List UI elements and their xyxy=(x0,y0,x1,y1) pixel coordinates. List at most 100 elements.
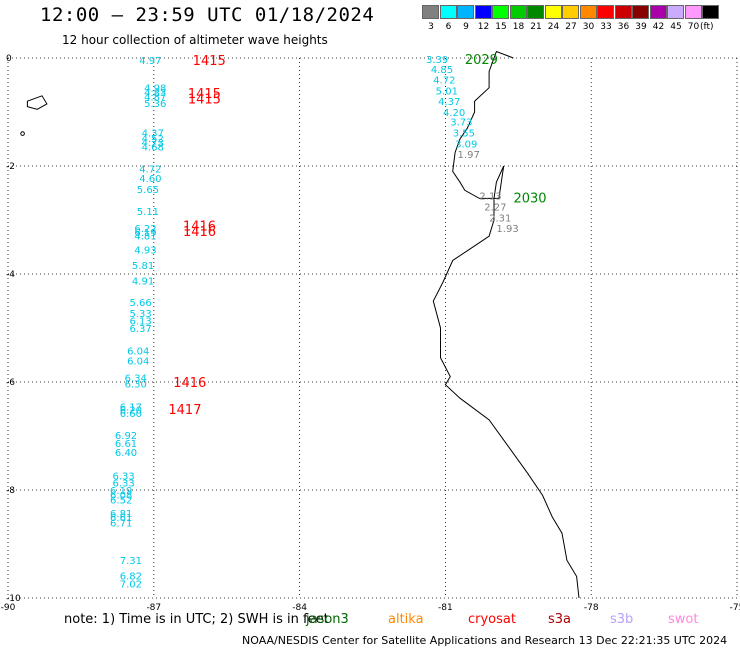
wave-height-value: 4.73 xyxy=(142,138,164,149)
legend-swatch xyxy=(527,5,544,19)
legend-swatch xyxy=(649,5,667,19)
lat-tick-label: -6 xyxy=(6,378,15,388)
legend-label: 27 xyxy=(565,22,577,32)
wave-height-value: 4.87 xyxy=(144,92,166,103)
wave-height-value: 1.93 xyxy=(496,224,518,235)
wave-height-value: 6.30 xyxy=(125,380,147,391)
wave-height-value: 6.71 xyxy=(110,518,132,529)
legend-swatch xyxy=(684,5,702,19)
legend-swatch xyxy=(597,5,614,19)
satellite-label-jason3: jason3 xyxy=(306,612,349,627)
wave-height-value: 6.60 xyxy=(120,409,142,420)
coastline xyxy=(432,50,580,599)
wave-height-value: 6.22 xyxy=(134,224,156,235)
wave-height-value: 5.36 xyxy=(144,99,166,110)
lon-tick-label: -90 xyxy=(1,603,16,613)
island-outline xyxy=(26,95,48,110)
legend-swatch xyxy=(632,5,649,19)
wave-height-value: 6.82 xyxy=(120,571,142,582)
track-time-label: 2029 xyxy=(465,53,498,68)
wave-height-value: 6.20 xyxy=(120,406,142,417)
legend-label: 9 xyxy=(463,22,469,32)
wave-height-value: 5.01 xyxy=(436,86,458,97)
wave-height-value: 5.81 xyxy=(132,261,154,272)
legend-swatch xyxy=(562,5,579,19)
legend-swatch xyxy=(457,5,474,19)
track-time-label: 1416 xyxy=(183,219,216,234)
satellite-label-s3b: s3b xyxy=(610,612,634,627)
legend-label: 24 xyxy=(547,22,560,32)
wave-height-value: 1.97 xyxy=(458,150,480,161)
lon-tick-label: -75 xyxy=(730,603,740,613)
legend-label: 45 xyxy=(670,22,682,32)
legend-label: 30 xyxy=(582,22,595,32)
legend-swatch xyxy=(474,5,492,19)
satellite-label-altika: altika xyxy=(388,612,424,627)
lon-tick-label: -78 xyxy=(584,603,599,613)
wave-height-value: 4.91 xyxy=(132,276,154,287)
legend-label: 12 xyxy=(477,22,490,32)
legend-swatch xyxy=(614,5,632,19)
lat-tick-label: -8 xyxy=(6,486,15,496)
wave-height-value: 6.04 xyxy=(127,347,149,358)
wave-height-value: 6.52 xyxy=(110,496,132,507)
lon-tick-label: -81 xyxy=(438,603,453,613)
wave-height-value: 6.92 xyxy=(115,431,137,442)
legend-swatch xyxy=(492,5,509,19)
wave-height-value: 2.13 xyxy=(479,192,501,203)
track-time-label: 1416 xyxy=(183,225,216,240)
wave-height-value: 6.34 xyxy=(125,374,147,385)
wave-height-value: 6.04 xyxy=(127,356,149,367)
lon-tick-label: -84 xyxy=(292,603,307,613)
wave-height-value: 4.98 xyxy=(144,84,166,95)
wave-height-value: 6.61 xyxy=(115,439,137,450)
legend-swatch xyxy=(667,5,684,19)
wave-height-value: 6.13 xyxy=(130,316,152,327)
wave-height-value: 6.33 xyxy=(112,478,134,489)
wave-height-value: 3.55 xyxy=(453,129,475,140)
wave-height-value: 3.73 xyxy=(450,118,472,129)
lat-tick-label: 0 xyxy=(6,54,12,64)
wave-height-value: 5.33 xyxy=(130,309,152,320)
track-time-label: 1417 xyxy=(168,403,201,418)
wave-height-value: 6.61 xyxy=(110,513,132,524)
track-time-label: 1415 xyxy=(188,87,221,102)
wave-height-value: 4.72 xyxy=(139,165,161,176)
track-time-label: 2030 xyxy=(513,191,546,206)
wave-height-value: 4.20 xyxy=(443,108,465,119)
wave-height-value: 6.81 xyxy=(110,509,132,520)
satellite-label-s3a: s3a xyxy=(548,612,572,627)
lat-tick-label: -10 xyxy=(6,594,21,604)
wave-height-value: 6.19 xyxy=(110,486,132,497)
wave-height-value: 4.83 xyxy=(144,88,166,99)
wave-height-value: 7.02 xyxy=(120,579,142,590)
satellite-label-swot: swot xyxy=(668,612,699,627)
wave-height-value: 5.65 xyxy=(137,185,159,196)
legend-unit: (ft) xyxy=(700,22,714,32)
wave-height-value: 4.60 xyxy=(139,174,161,185)
legend-swatch xyxy=(509,5,527,19)
legend-label: 15 xyxy=(495,22,507,32)
footer-credit: NOAA/NESDIS Center for Satellite Applica… xyxy=(242,634,728,647)
lat-tick-label: -2 xyxy=(6,162,15,172)
legend-swatch xyxy=(544,5,562,19)
wave-height-value: 4.52 xyxy=(142,134,164,145)
wave-height-value: 4.93 xyxy=(134,246,156,257)
legend-label: 3 xyxy=(428,22,434,32)
wave-height-value: 6.08 xyxy=(110,490,132,501)
legend-label: 21 xyxy=(530,22,542,32)
footer-note: note: 1) Time is in UTC; 2) SWH is in fe… xyxy=(64,612,329,627)
page-title: 12:00 — 23:59 UTC 01/18/2024 xyxy=(40,4,375,26)
wave-height-value: 2.31 xyxy=(489,213,511,224)
legend-swatch xyxy=(702,5,719,19)
track-time-label: 1416 xyxy=(173,376,206,391)
wave-height-value: 4.97 xyxy=(139,56,161,67)
wave-height-value: 4.37 xyxy=(438,97,460,108)
legend-swatch xyxy=(579,5,597,19)
legend-label: 42 xyxy=(652,22,665,32)
wave-height-value: 6.37 xyxy=(130,324,152,335)
wave-height-value: 5.11 xyxy=(137,207,159,218)
wave-height-value: 4.37 xyxy=(142,129,164,140)
